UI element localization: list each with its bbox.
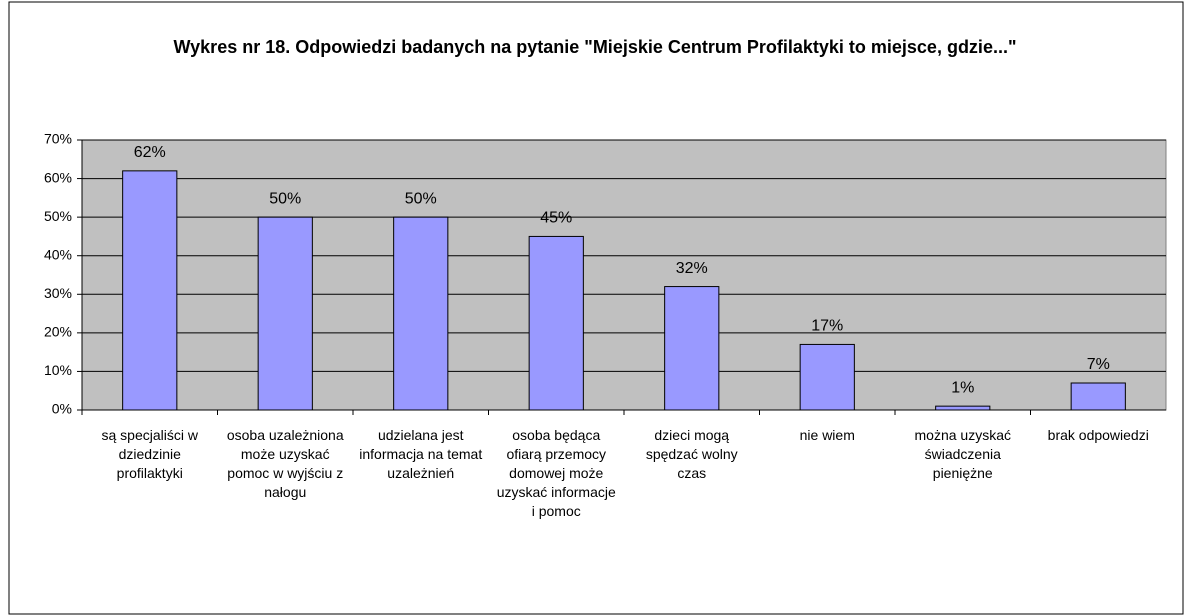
value-label: 32% bbox=[676, 260, 708, 277]
x-tick-label: udzielana jest informacja na temat uzale… bbox=[359, 427, 483, 481]
value-label: 50% bbox=[405, 190, 437, 207]
y-tick-label: 20% bbox=[44, 324, 72, 340]
y-tick-label: 30% bbox=[44, 285, 72, 301]
value-label: 17% bbox=[811, 318, 843, 335]
bar bbox=[799, 343, 855, 411]
bar bbox=[393, 216, 449, 411]
x-tick-label: dzieci mogą spędzać wolny czas bbox=[645, 427, 738, 481]
y-tick-label: 10% bbox=[44, 362, 72, 378]
bar bbox=[664, 286, 720, 411]
x-tick-label: nie wiem bbox=[799, 427, 855, 443]
y-tick-label: 50% bbox=[44, 208, 72, 224]
x-tick-label: są specjaliści w dziedzinie profilaktyki bbox=[101, 427, 198, 481]
x-tick-label: osoba będąca ofiarą przemocy domowej moż… bbox=[496, 427, 616, 519]
bar bbox=[122, 170, 178, 411]
chart-title: Wykres nr 18. Odpowiedzi badanych na pyt… bbox=[173, 37, 1017, 57]
y-tick-label: 60% bbox=[44, 169, 72, 185]
x-tick-label: brak odpowiedzi bbox=[1047, 427, 1149, 443]
x-tick-label: osoba uzależniona może uzyskać pomoc w w… bbox=[226, 427, 344, 500]
y-tick-label: 0% bbox=[52, 401, 72, 417]
value-label: 7% bbox=[1087, 356, 1110, 373]
bar bbox=[257, 216, 313, 411]
value-label: 45% bbox=[540, 210, 572, 227]
value-label: 1% bbox=[951, 379, 974, 396]
y-tick-label: 40% bbox=[44, 246, 72, 262]
y-tick-label: 70% bbox=[44, 131, 72, 147]
bar bbox=[1070, 382, 1126, 411]
value-label: 50% bbox=[269, 190, 301, 207]
x-tick-label: można uzyskać świadczenia pieniężne bbox=[914, 427, 1011, 481]
value-label: 62% bbox=[134, 144, 166, 161]
bar bbox=[528, 235, 584, 411]
plot-area bbox=[81, 139, 1167, 411]
bar bbox=[935, 405, 991, 411]
